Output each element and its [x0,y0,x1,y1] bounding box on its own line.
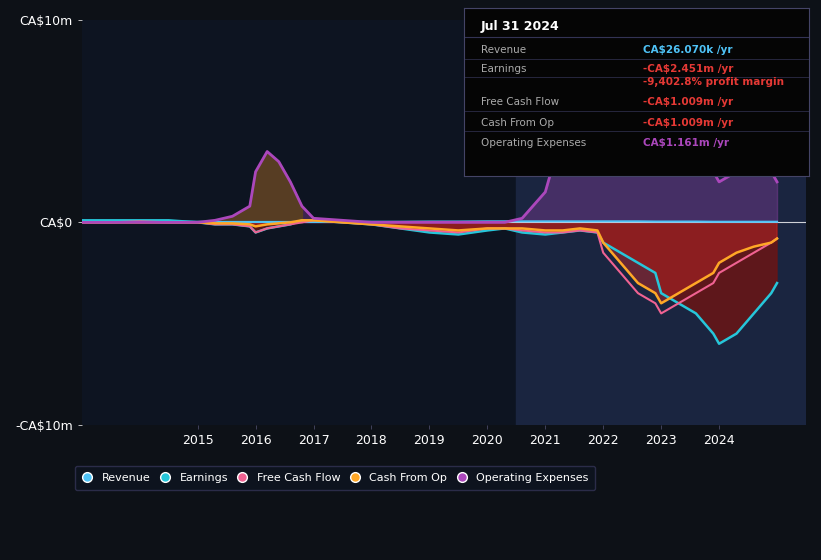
Bar [516,20,806,424]
Text: CA$1.161m /yr: CA$1.161m /yr [643,138,729,148]
Text: Free Cash Flow: Free Cash Flow [481,97,559,108]
Text: -CA$2.451m /yr: -CA$2.451m /yr [643,64,733,74]
Text: Revenue: Revenue [481,45,526,55]
Text: -9,402.8% profit margin: -9,402.8% profit margin [643,77,784,87]
Text: -CA$1.009m /yr: -CA$1.009m /yr [643,97,733,108]
Text: Earnings: Earnings [481,64,526,74]
Legend: Revenue, Earnings, Free Cash Flow, Cash From Op, Operating Expenses: Revenue, Earnings, Free Cash Flow, Cash … [76,466,595,490]
Text: Cash From Op: Cash From Op [481,118,554,128]
Text: -CA$1.009m /yr: -CA$1.009m /yr [643,118,733,128]
Text: CA$26.070k /yr: CA$26.070k /yr [643,45,732,55]
Text: Operating Expenses: Operating Expenses [481,138,586,148]
Text: Jul 31 2024: Jul 31 2024 [481,20,560,33]
